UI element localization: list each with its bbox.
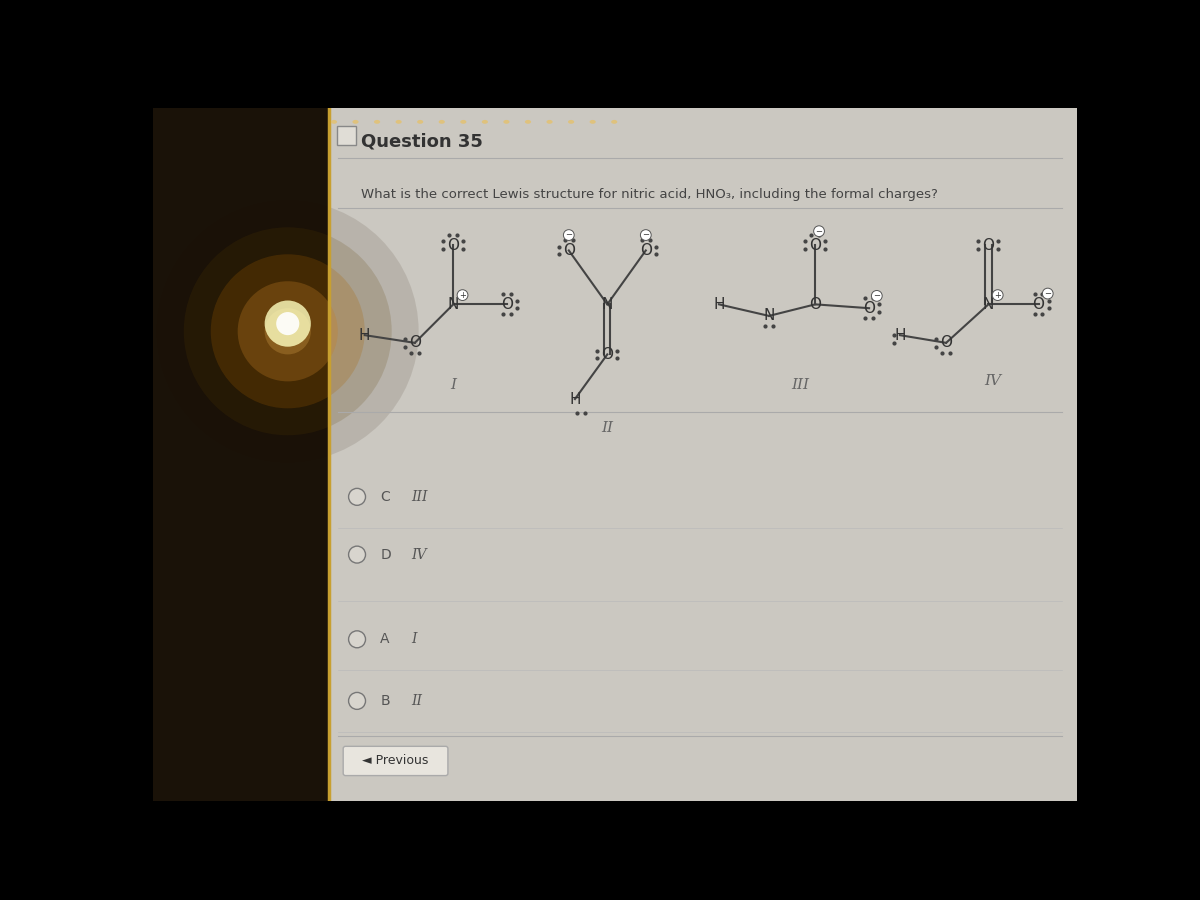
Text: H: H [894,328,906,343]
Text: +: + [995,291,1001,300]
FancyBboxPatch shape [343,746,448,776]
Text: O: O [809,297,821,312]
Text: +: + [460,291,466,300]
Text: B: B [380,694,390,708]
Text: −: − [874,292,881,301]
Text: Question 35: Question 35 [361,133,482,151]
Text: O: O [940,336,952,350]
Ellipse shape [589,120,595,124]
Text: O: O [563,243,575,258]
Ellipse shape [238,281,338,382]
Circle shape [564,230,574,240]
Text: −: − [565,230,572,239]
Circle shape [457,290,468,301]
Text: N: N [601,297,613,312]
Ellipse shape [211,255,365,409]
Circle shape [348,546,366,563]
Ellipse shape [611,120,617,124]
Text: II: II [410,694,422,708]
Text: O: O [809,238,821,253]
Ellipse shape [184,228,391,436]
Text: H: H [569,392,581,407]
Text: What is the correct Lewis structure for nitric acid, HNO₃, including the formal : What is the correct Lewis structure for … [361,188,937,201]
Text: O: O [983,238,995,253]
Text: A: A [380,633,390,646]
Ellipse shape [374,120,380,124]
Ellipse shape [353,120,359,124]
FancyBboxPatch shape [337,127,355,145]
Text: O: O [640,243,652,258]
Text: IV: IV [410,547,426,562]
Circle shape [992,290,1003,301]
Text: H: H [359,328,371,343]
Circle shape [871,291,882,302]
Text: O: O [601,346,613,362]
Ellipse shape [568,120,574,124]
Text: C: C [380,490,390,504]
Text: ◄ Previous: ◄ Previous [362,754,428,768]
Circle shape [1043,288,1054,299]
Text: IV: IV [984,374,1001,389]
Circle shape [641,230,652,240]
Text: H: H [713,297,725,312]
Text: I: I [450,378,456,392]
Circle shape [814,226,824,237]
Ellipse shape [396,120,402,124]
Text: −: − [816,227,822,236]
Text: O: O [863,301,875,316]
Bar [330,108,1078,801]
Text: III: III [791,378,809,392]
Ellipse shape [524,120,532,124]
Ellipse shape [546,120,553,124]
Ellipse shape [503,120,510,124]
Text: D: D [380,547,391,562]
Text: N: N [763,309,775,323]
Ellipse shape [461,120,467,124]
Ellipse shape [265,308,311,355]
Text: O: O [448,238,460,253]
Text: O: O [1032,297,1044,312]
Text: −: − [1044,289,1051,298]
Ellipse shape [276,312,299,335]
Text: O: O [409,336,421,350]
Text: III: III [410,490,427,504]
Ellipse shape [481,120,488,124]
Circle shape [348,631,366,648]
Text: I: I [410,633,416,646]
Circle shape [348,489,366,505]
Ellipse shape [157,201,419,463]
Text: II: II [601,420,613,435]
Text: −: − [642,230,649,239]
Text: N: N [448,297,458,312]
Ellipse shape [439,120,445,124]
Circle shape [348,692,366,709]
Ellipse shape [265,301,311,346]
Ellipse shape [331,120,337,124]
Ellipse shape [418,120,424,124]
Text: N: N [983,297,994,312]
Text: O: O [502,297,514,312]
